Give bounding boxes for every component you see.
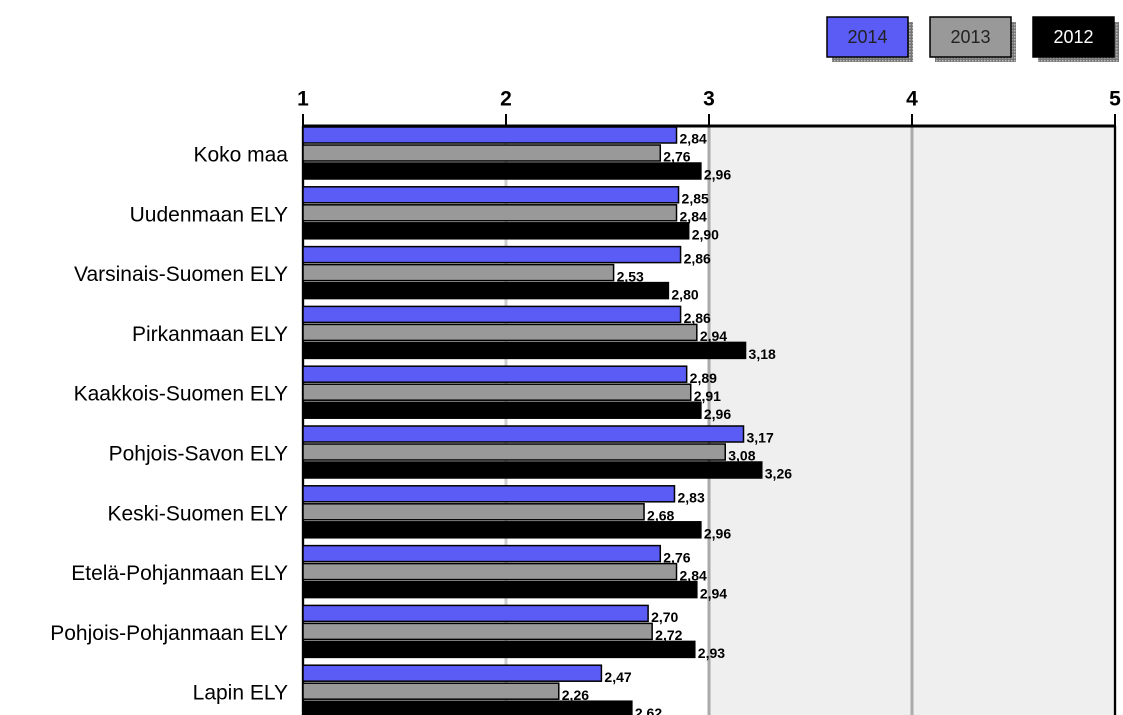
- bar: [302, 222, 690, 240]
- bar: [302, 485, 676, 503]
- value-label: 2,72: [655, 627, 682, 643]
- value-label: 3,18: [749, 346, 776, 362]
- value-label: 3,17: [747, 430, 774, 446]
- bar: [302, 341, 747, 360]
- value-label: 2,80: [671, 286, 698, 302]
- value-label: 2,76: [663, 549, 690, 565]
- bar: [302, 544, 662, 563]
- legend-swatch: [929, 16, 1012, 58]
- bar: [302, 263, 615, 282]
- category-label: Uudenmaan ELY: [130, 203, 288, 226]
- bar: [302, 126, 678, 144]
- legend-label: 2013: [950, 27, 990, 47]
- category-label: Etelä-Pohjanmaan ELY: [71, 562, 288, 585]
- value-label: 2,47: [604, 669, 631, 685]
- bar: [302, 580, 698, 599]
- legend-swatch: [826, 16, 909, 58]
- value-label: 2,93: [698, 645, 725, 661]
- bar: [302, 664, 603, 682]
- category-label: Keski-Suomen ELY: [107, 502, 288, 525]
- value-label: 2,85: [682, 191, 709, 207]
- value-label: 2,84: [680, 209, 707, 225]
- x-tick-label: 3: [703, 88, 715, 111]
- value-label: 2,86: [684, 250, 711, 266]
- value-label: 2,62: [635, 705, 662, 715]
- value-label: 3,26: [765, 466, 792, 482]
- category-label: Pohjois-Savon ELY: [109, 443, 288, 466]
- value-label: 2,94: [700, 328, 727, 344]
- x-tick-label: 1: [297, 88, 309, 111]
- bar: [302, 186, 680, 204]
- value-label: 2,68: [647, 508, 674, 524]
- bar: [302, 604, 649, 623]
- value-label: 2,86: [684, 310, 711, 326]
- bar: [302, 305, 682, 324]
- legend-label: 2012: [1053, 27, 1093, 47]
- bar: [302, 383, 692, 401]
- bar: [302, 144, 662, 162]
- bar: [302, 443, 726, 461]
- bar: [302, 204, 678, 222]
- bar: [302, 281, 670, 300]
- x-tick-label: 2: [500, 88, 512, 111]
- x-tick-label: 5: [1109, 88, 1121, 111]
- bar: [302, 562, 678, 581]
- value-label: 3,08: [728, 448, 755, 464]
- bar: [302, 503, 645, 521]
- category-label: Kaakkois-Suomen ELY: [74, 383, 288, 406]
- value-label: 2,83: [677, 490, 704, 506]
- bar: [302, 365, 688, 383]
- value-label: 2,76: [663, 149, 690, 165]
- value-label: 2,84: [680, 567, 707, 583]
- bar: [302, 245, 682, 264]
- value-label: 2,94: [700, 585, 727, 601]
- bar: [302, 521, 702, 539]
- value-label: 2,90: [692, 227, 719, 243]
- value-label: 2,96: [704, 167, 731, 183]
- bar: [302, 622, 653, 641]
- bar: [302, 682, 560, 700]
- value-label: 2,96: [704, 526, 731, 542]
- bar: [302, 461, 763, 479]
- category-label: Lapin ELY: [193, 682, 288, 705]
- category-label: Pirkanmaan ELY: [132, 323, 288, 346]
- category-label: Varsinais-Suomen ELY: [74, 263, 288, 286]
- value-label: 2,89: [690, 370, 717, 386]
- legend-label: 2014: [847, 27, 887, 47]
- bar: [302, 401, 702, 419]
- value-label: 2,91: [694, 388, 721, 404]
- value-label: 2,96: [704, 406, 731, 422]
- value-label: 2,26: [562, 687, 589, 703]
- category-label: Pohjois-Pohjanmaan ELY: [50, 622, 288, 645]
- value-label: 2,53: [617, 268, 644, 284]
- bar: [302, 425, 745, 443]
- legend-swatch: [1032, 16, 1115, 58]
- value-label: 2,70: [651, 609, 678, 625]
- bar: [302, 700, 633, 715]
- bar: [302, 162, 702, 180]
- value-label: 2,84: [680, 131, 707, 147]
- x-tick-label: 4: [906, 88, 918, 111]
- bar: [302, 640, 696, 659]
- category-label: Koko maa: [193, 144, 288, 167]
- bar: [302, 323, 698, 342]
